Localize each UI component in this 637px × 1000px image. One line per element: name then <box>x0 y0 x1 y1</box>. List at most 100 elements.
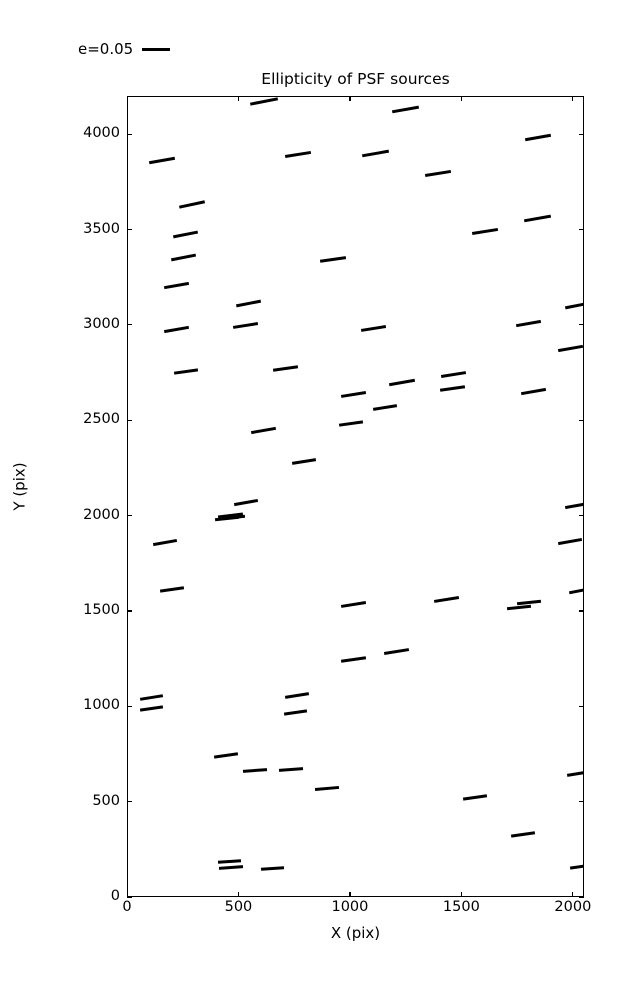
whisker-marker <box>284 150 311 158</box>
x-tick-label: 1500 <box>442 899 480 915</box>
y-tick-mark <box>127 610 132 612</box>
whisker-marker <box>392 105 420 114</box>
legend-label: e=0.05 <box>78 40 134 58</box>
whisker-marker <box>243 767 267 773</box>
whisker-marker <box>510 831 535 838</box>
whisker-marker <box>250 427 276 435</box>
whisker-marker <box>173 368 199 375</box>
y-tick-label: 3000 <box>83 315 120 332</box>
whisker-marker <box>340 391 366 398</box>
x-tick-mark-top <box>349 96 351 101</box>
whisker-marker <box>564 302 583 310</box>
whisker-marker <box>523 214 551 222</box>
whisker-marker <box>424 169 451 177</box>
ellipticity-scale-legend: e=0.05 <box>78 40 171 58</box>
whisker-marker <box>558 537 583 545</box>
whisker-marker <box>471 228 498 235</box>
whisker-marker <box>235 299 261 307</box>
y-tick-mark-right <box>579 515 584 517</box>
whisker-marker <box>340 656 366 663</box>
whisker-marker <box>291 457 317 465</box>
whisker-marker <box>524 133 552 141</box>
x-tick-mark-top <box>237 96 240 101</box>
y-tick-mark <box>127 324 132 326</box>
whisker-marker <box>139 705 163 712</box>
whisker-marker <box>172 230 198 239</box>
whisker-marker <box>360 325 386 333</box>
y-tick-mark <box>127 896 132 898</box>
y-tick-label: 1500 <box>83 601 120 618</box>
whisker-series <box>128 97 583 896</box>
y-tick-label: 500 <box>92 792 120 809</box>
whisker-marker <box>434 596 460 603</box>
whisker-marker <box>164 282 190 290</box>
whisker-marker <box>152 538 177 546</box>
whisker-marker <box>249 97 278 106</box>
whisker-marker <box>521 388 547 396</box>
x-tick-label: 1000 <box>331 899 369 915</box>
y-tick-mark <box>127 229 132 231</box>
whisker-marker <box>389 378 416 386</box>
whisker-marker <box>507 604 532 610</box>
whisker-marker <box>272 365 298 372</box>
whisker-marker <box>232 322 258 330</box>
y-tick-mark-right <box>579 419 584 421</box>
x-tick-label: 2000 <box>554 899 592 915</box>
whisker-marker <box>568 586 583 594</box>
x-tick-mark <box>460 892 462 897</box>
whisker-marker <box>361 149 389 157</box>
y-tick-label: 0 <box>110 888 120 904</box>
whisker-marker <box>570 863 583 870</box>
x-tick-mark <box>349 892 351 897</box>
x-tick-mark-top <box>460 96 462 101</box>
y-tick-mark-right <box>579 610 584 612</box>
y-tick-label: 2500 <box>83 411 120 428</box>
whisker-marker <box>439 385 466 392</box>
horizontal-line-icon <box>142 48 171 51</box>
y-tick-mark-right <box>579 705 584 707</box>
whisker-marker <box>566 769 583 777</box>
whisker-marker <box>139 694 163 701</box>
y-tick-label: 1000 <box>83 697 120 714</box>
y-axis-title: Y (pix) <box>10 462 29 511</box>
whisker-marker <box>440 371 467 378</box>
y-tick-mark <box>127 801 132 803</box>
x-tick-mark-top <box>572 96 574 101</box>
y-tick-mark-right <box>579 324 584 326</box>
y-tick-mark-right <box>579 896 584 898</box>
whisker-marker <box>283 709 307 716</box>
whisker-marker <box>558 345 583 353</box>
whisker-marker <box>163 326 189 334</box>
whisker-marker <box>515 319 541 327</box>
plot-title: Ellipticity of PSF sources <box>261 70 450 88</box>
whisker-marker <box>278 767 303 772</box>
y-tick-label: 4000 <box>83 125 120 142</box>
whisker-marker <box>565 501 583 509</box>
whisker-marker <box>340 600 366 608</box>
whisker-marker <box>383 647 410 655</box>
x-tick-label: 0 <box>122 899 132 915</box>
whisker-marker <box>159 586 184 593</box>
y-tick-mark-right <box>579 801 584 803</box>
whisker-marker <box>320 255 347 263</box>
x-tick-mark <box>126 892 128 897</box>
whisker-marker <box>171 253 197 261</box>
whisker-marker <box>149 156 176 164</box>
x-axis-title: X (pix) <box>330 924 381 942</box>
x-tick-label: 500 <box>224 899 253 915</box>
whisker-marker <box>338 420 364 427</box>
whisker-marker <box>178 200 205 209</box>
y-tick-mark-right <box>579 229 584 231</box>
y-tick-mark <box>127 133 132 135</box>
y-tick-mark <box>127 419 132 421</box>
whisker-marker <box>218 865 243 870</box>
y-tick-label: 2000 <box>83 506 120 523</box>
x-tick-mark-top <box>126 96 128 101</box>
whisker-marker <box>373 404 398 412</box>
whisker-marker <box>261 866 285 871</box>
whisker-marker <box>234 498 259 506</box>
x-tick-mark <box>572 892 574 897</box>
whisker-marker <box>462 794 487 801</box>
y-tick-mark <box>127 705 132 707</box>
